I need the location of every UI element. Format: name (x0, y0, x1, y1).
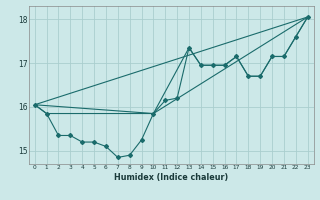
X-axis label: Humidex (Indice chaleur): Humidex (Indice chaleur) (114, 173, 228, 182)
